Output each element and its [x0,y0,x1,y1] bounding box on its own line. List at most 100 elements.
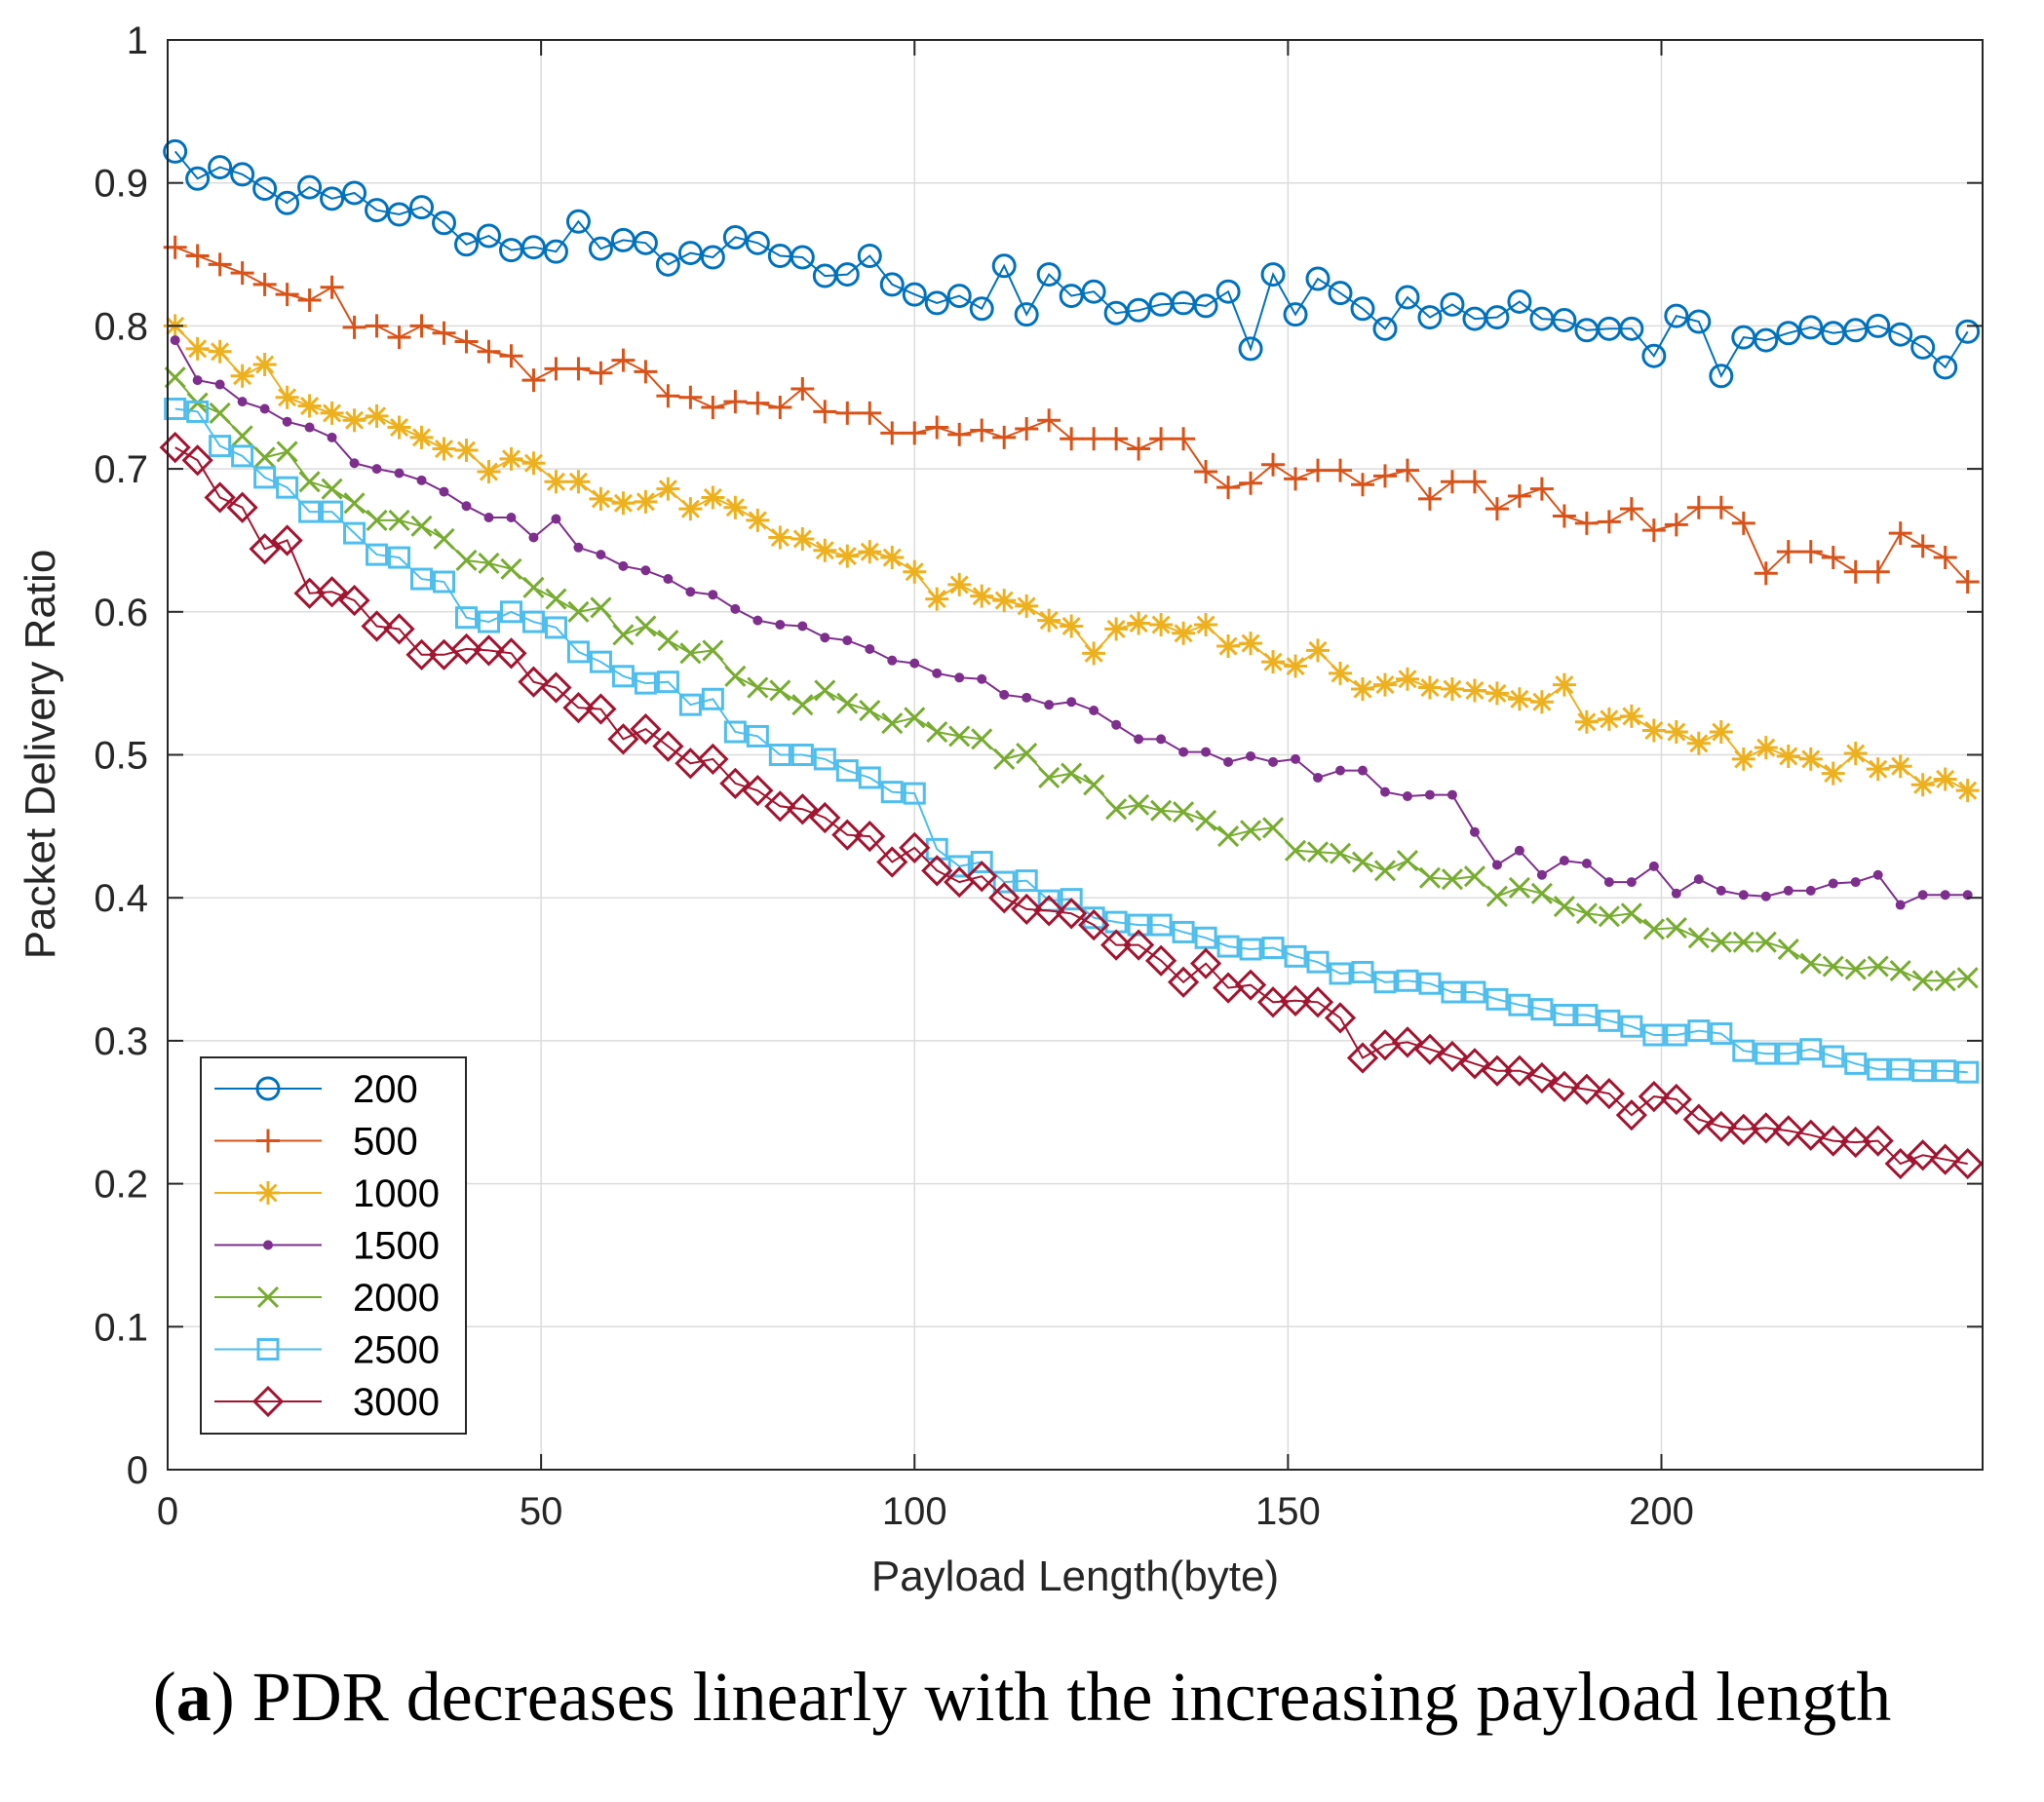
data-point [1194,926,1217,949]
data-point [752,615,763,626]
data-point [1440,677,1464,702]
x-tick-label: 150 [1255,1490,1321,1533]
data-point [701,485,725,510]
data-point [1754,736,1778,760]
data-point [746,724,769,748]
data-point [1508,993,1531,1016]
data-point [256,1129,280,1153]
y-tick-label: 0.3 [94,1020,148,1063]
y-tick-label: 1 [127,19,148,62]
data-point [1215,279,1241,304]
y-tick-label: 0.8 [94,305,148,348]
data-point [1705,1110,1737,1143]
data-point [722,224,748,249]
data-point [521,235,546,260]
data-point [433,527,455,551]
data-point [1821,546,1845,570]
series-500 [163,235,1980,594]
data-point [1335,765,1346,776]
data-point [1731,747,1755,771]
data-point [387,326,411,350]
data-point [450,633,482,666]
data-point [1755,1042,1778,1065]
data-point [1642,1023,1666,1047]
data-point [971,728,993,750]
data-point [297,288,322,312]
data-point [321,500,344,523]
data-point [1127,611,1151,635]
data-point [252,272,277,296]
data-point [1754,561,1778,586]
data-point [1306,458,1331,482]
data-point [678,385,703,409]
data-point [1167,966,1200,998]
data-point [1638,1080,1670,1113]
data-point [701,687,724,710]
data-point [656,477,680,501]
data-point [1469,826,1480,837]
data-point [1738,890,1749,901]
data-point [1552,308,1577,333]
data-point [813,400,837,424]
data-point [970,584,994,608]
data-point [902,282,927,307]
data-point [361,610,393,642]
data-point [371,464,382,475]
data-point [1955,319,1981,344]
data-point [1351,851,1374,873]
data-point [881,712,904,735]
data-point [1127,437,1151,461]
data-point [208,155,233,180]
data-point [1525,1061,1559,1094]
data-point [1822,1045,1845,1068]
data-point [1328,281,1353,306]
legend-label: 200 [353,1068,418,1111]
data-point [1082,641,1106,666]
data-point [1061,762,1083,785]
data-point [1396,849,1419,872]
data-point [1615,1099,1647,1131]
data-point [858,766,881,789]
data-point [170,335,180,346]
data-point [589,650,612,673]
data-point [1574,709,1599,734]
data-point [1862,1125,1894,1157]
data-point [1395,285,1420,310]
data-point [521,610,545,633]
data-point [1642,918,1665,940]
data-point [992,589,1017,613]
data-point [1911,1059,1935,1083]
data-point [1111,719,1122,730]
data-point [1149,427,1174,451]
data-point [1866,559,1890,584]
grid-lines [167,39,1983,1471]
data-point [1799,1038,1823,1061]
data-point [1626,877,1637,888]
data-point [320,186,345,211]
data-point [185,244,210,268]
data-point [1306,638,1331,663]
data-point [1346,1042,1379,1074]
data-point [1223,756,1234,767]
data-point [1485,885,1508,907]
data-point [1246,750,1256,761]
data-point [387,415,411,440]
data-point [1620,902,1642,925]
data-point [394,468,405,479]
data-point [1867,1057,1890,1081]
data-point [1491,860,1502,870]
data-point [1239,632,1263,656]
data-point [275,385,299,409]
data-point [1350,296,1375,322]
data-point [1843,742,1868,766]
data-point [1693,874,1704,885]
legend-item-1500: 1500 [214,1225,440,1268]
data-point [230,162,255,187]
data-point [297,174,323,200]
data-point [1575,1003,1599,1026]
data-point [947,422,972,446]
data-point [551,514,561,524]
data-point [948,725,971,748]
data-point [1082,906,1105,930]
data-point [1910,334,1936,360]
